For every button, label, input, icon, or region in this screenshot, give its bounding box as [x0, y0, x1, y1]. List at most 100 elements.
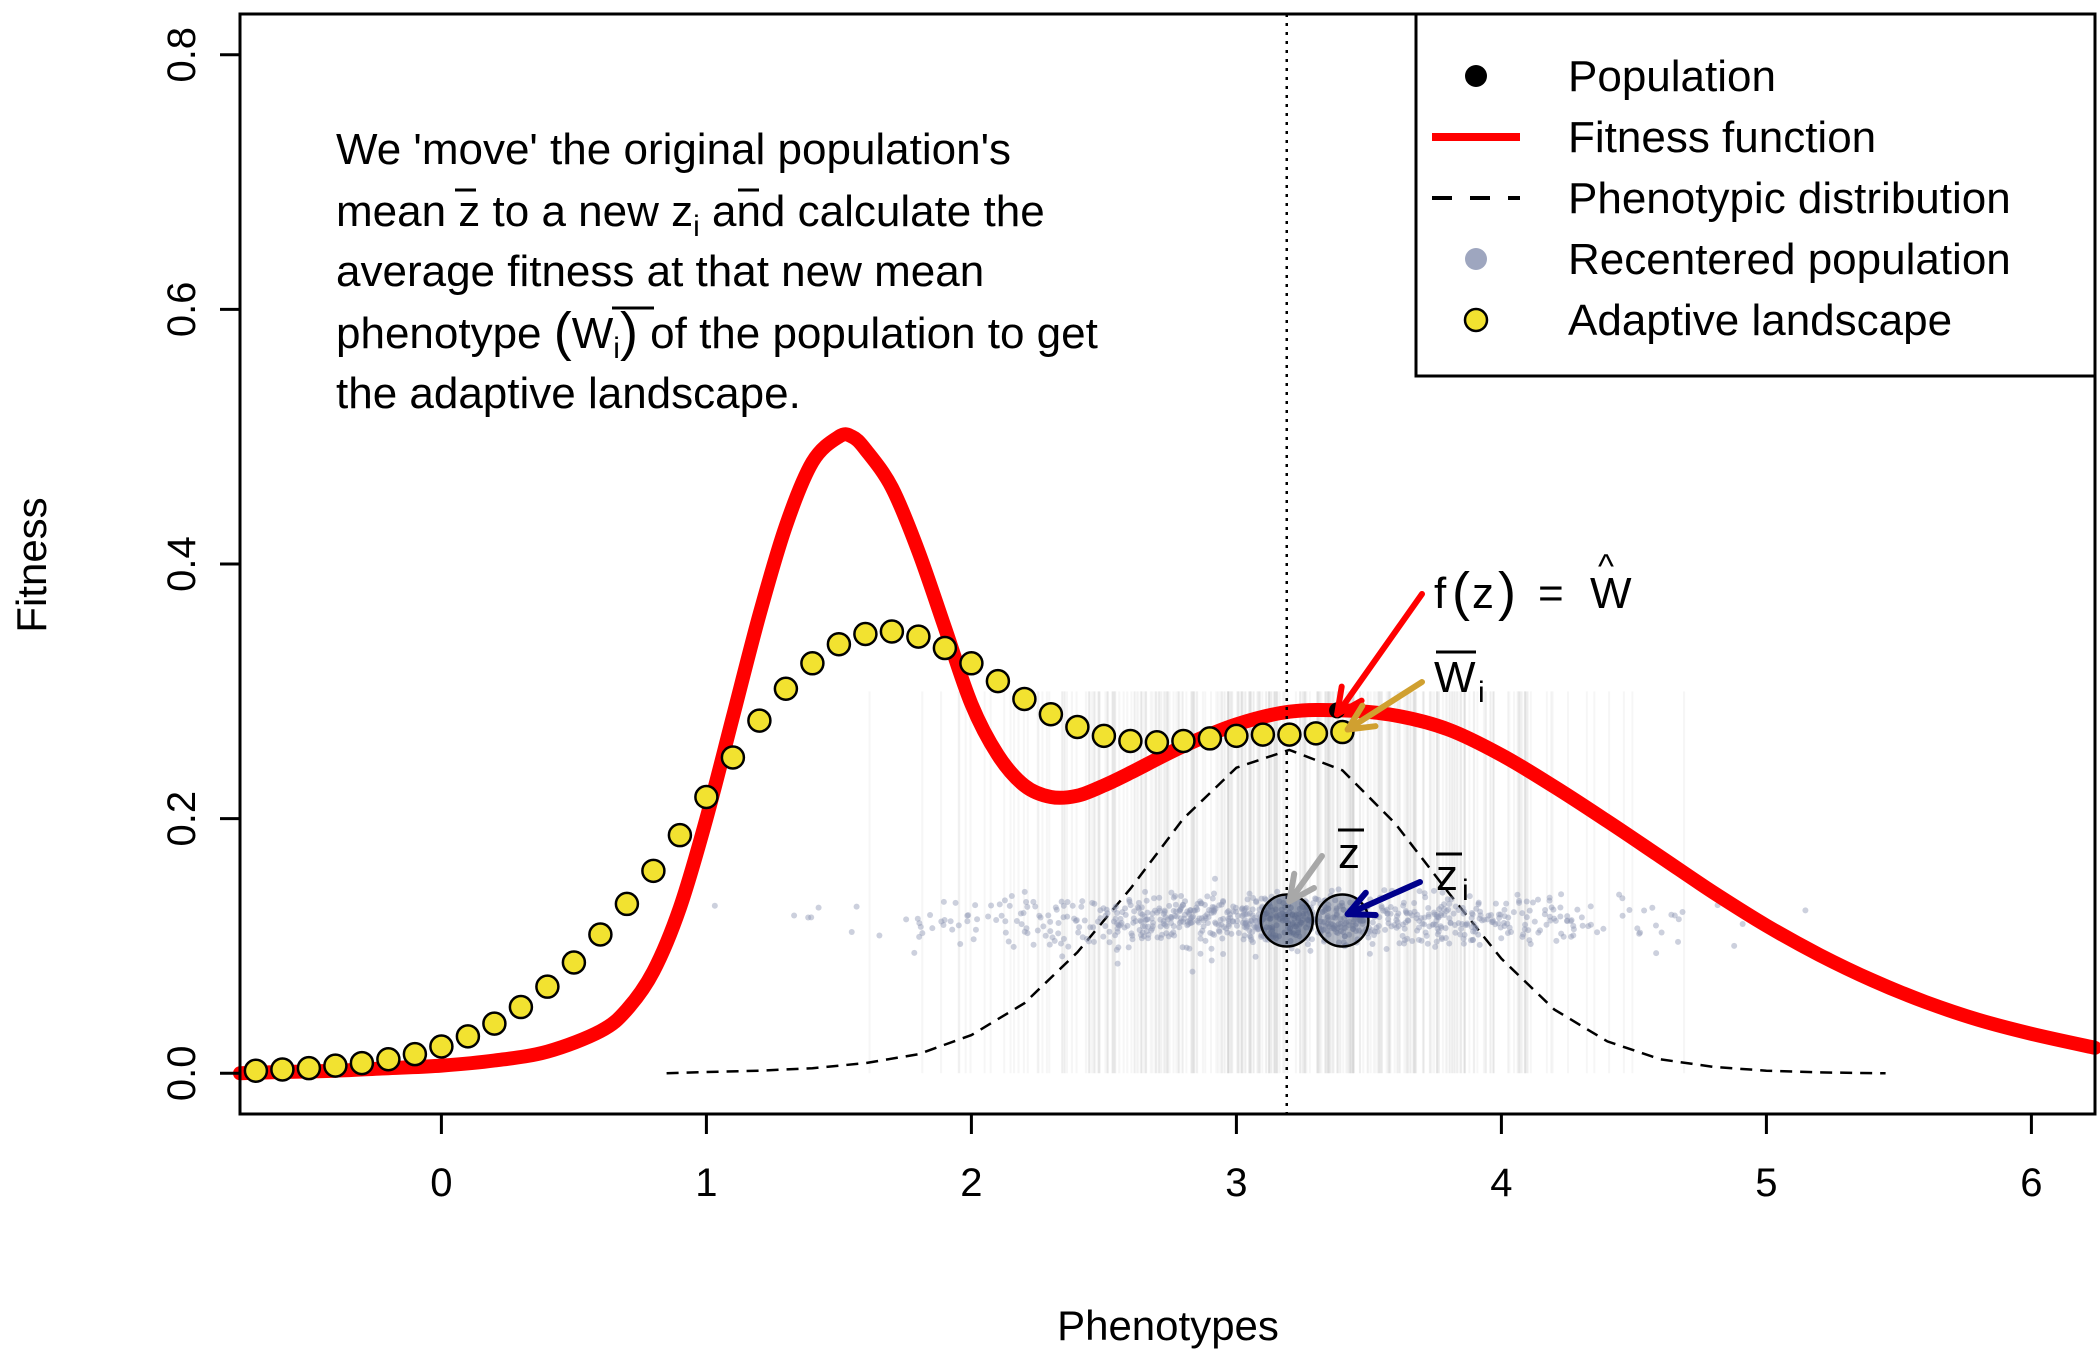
- population-point: [1522, 921, 1529, 928]
- arrow-f-z: [1334, 591, 1425, 718]
- population-point: [1319, 908, 1326, 915]
- population-point: [1197, 900, 1204, 907]
- population-point: [1144, 916, 1151, 923]
- population-point: [1476, 941, 1483, 948]
- legend-item: Population: [1465, 52, 1776, 101]
- population-point: [1365, 934, 1372, 941]
- population-point: [1475, 899, 1482, 906]
- population-point: [1106, 928, 1113, 935]
- population-point: [1195, 919, 1202, 926]
- legend-item: Recentered population: [1465, 235, 2011, 284]
- label-f-z-var: z: [1472, 569, 1494, 618]
- population-point: [1241, 932, 1248, 939]
- population-point: [1404, 910, 1411, 917]
- population-point: [1445, 906, 1452, 913]
- population-point: [1161, 907, 1168, 914]
- population-point: [1448, 896, 1455, 903]
- population-point: [1113, 946, 1120, 953]
- population-point: [1526, 937, 1533, 944]
- population-point: [1247, 917, 1254, 924]
- population-point: [1461, 908, 1468, 915]
- population-point: [1141, 913, 1148, 920]
- population-point: [1616, 891, 1623, 898]
- population-point: [1149, 910, 1156, 917]
- label-z-bar-text: z: [1338, 829, 1360, 878]
- population-point: [1246, 927, 1253, 934]
- label-w-hat: W: [1590, 569, 1632, 618]
- x-tick-label: 6: [2020, 1161, 2042, 1205]
- population-point: [1421, 914, 1428, 921]
- population-point: [1130, 915, 1137, 922]
- population-point: [917, 923, 924, 930]
- population-point: [1115, 944, 1122, 951]
- population-point: [1469, 936, 1476, 943]
- population-point: [1254, 925, 1261, 932]
- population-point: [1438, 912, 1445, 919]
- population-point: [1435, 928, 1442, 935]
- population-point: [1023, 899, 1030, 906]
- population-point: [1064, 898, 1071, 905]
- population-point: [1477, 912, 1484, 919]
- population-point: [1164, 916, 1171, 923]
- population-point: [1359, 920, 1366, 927]
- population-point: [1135, 899, 1142, 906]
- population-point: [1200, 917, 1207, 924]
- population-point: [1411, 908, 1418, 915]
- landscape-point: [1171, 728, 1196, 754]
- population-point: [1552, 917, 1559, 924]
- landscape-point: [1012, 686, 1037, 712]
- population-point: [1089, 899, 1096, 906]
- population-point: [1078, 903, 1085, 910]
- landscape-point: [747, 708, 772, 733]
- population-point: [1464, 920, 1471, 927]
- population-point: [1357, 917, 1364, 924]
- population-point: [1381, 887, 1388, 894]
- population-point: [1435, 913, 1442, 920]
- population-point: [1353, 920, 1360, 927]
- population-point: [1177, 906, 1184, 913]
- population-point: [1378, 904, 1385, 911]
- population-point: [1359, 917, 1366, 924]
- population-point: [1401, 940, 1408, 947]
- population-point: [1100, 905, 1107, 912]
- population-point: [1294, 948, 1301, 955]
- population-point: [1401, 925, 1408, 932]
- population-point: [1232, 904, 1239, 911]
- population-point: [1042, 932, 1049, 939]
- x-tick-label: 5: [1755, 1161, 1777, 1205]
- population-point: [1179, 902, 1186, 909]
- y-axis: 0.0 0.2 0.4 0.6 0.8: [160, 27, 242, 1101]
- population-point: [1209, 895, 1216, 902]
- population-point: [1020, 910, 1027, 917]
- population-point: [1526, 907, 1533, 914]
- population-point: [1531, 918, 1538, 925]
- population-point: [1340, 906, 1347, 913]
- population-point: [1550, 906, 1557, 913]
- population-point: [1476, 915, 1483, 922]
- population-point: [1318, 926, 1325, 933]
- population-point: [1371, 932, 1378, 939]
- population-point: [1350, 925, 1357, 932]
- population-point: [808, 914, 815, 921]
- population-point: [1034, 927, 1041, 934]
- population-point: [1240, 936, 1247, 943]
- population-point: [1425, 905, 1432, 912]
- population-point: [1341, 920, 1348, 927]
- population-point: [1558, 891, 1565, 898]
- population-point: [1002, 929, 1009, 936]
- population-point: [1218, 901, 1225, 908]
- population-point: [1464, 921, 1471, 928]
- population-point: [1414, 927, 1421, 934]
- population-point: [1462, 921, 1469, 928]
- population-point: [1209, 930, 1216, 937]
- population-point: [1433, 938, 1440, 945]
- population-point: [1325, 905, 1332, 912]
- population-point: [1495, 911, 1502, 918]
- population-point: [1190, 907, 1197, 914]
- population-point: [1425, 911, 1432, 918]
- legend-marker: [1463, 307, 1489, 333]
- population-point: [1322, 922, 1329, 929]
- population-point: [1235, 929, 1242, 936]
- population-point: [1388, 923, 1395, 930]
- legend: Population Fitness function Phenotypic dis…: [1414, 12, 2097, 378]
